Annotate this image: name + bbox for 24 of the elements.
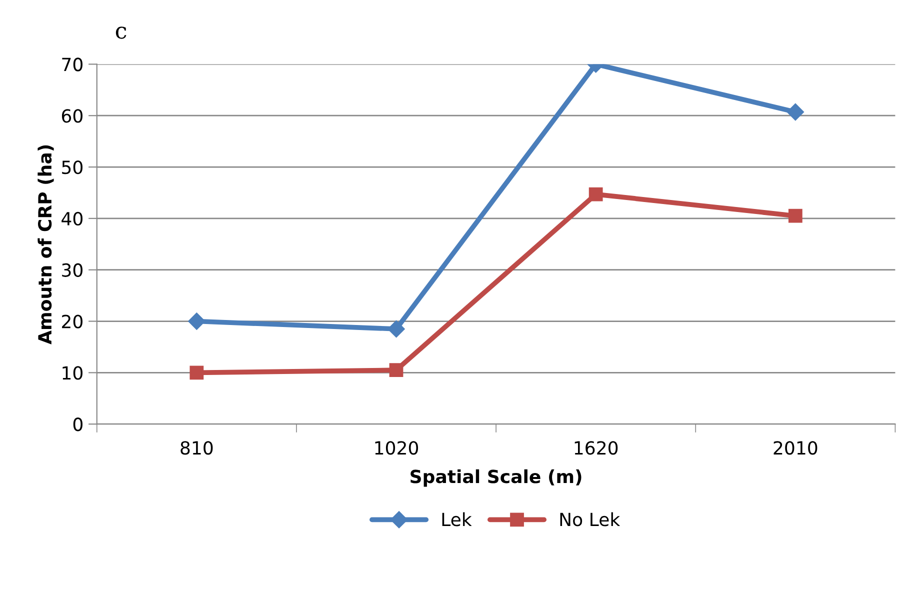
y-tick-label: 60 — [62, 109, 82, 123]
y-tick-label: 10 — [62, 366, 82, 380]
y-tick-label: 40 — [62, 212, 82, 226]
legend-label: No Lek — [560, 512, 620, 526]
x-tick-label: 1620 — [574, 441, 618, 455]
y-tick-label: 0 — [73, 418, 82, 432]
chart-title: c — [116, 26, 126, 39]
point — [786, 103, 804, 121]
point — [588, 187, 603, 202]
y-tick-label: 30 — [62, 263, 82, 277]
y-tick-label: 50 — [62, 160, 82, 174]
point — [190, 366, 204, 380]
point — [389, 363, 404, 378]
y-axis-title: Amoutn of CRP (ha) — [38, 145, 54, 344]
y-tick-label: 20 — [62, 314, 82, 328]
point — [788, 208, 802, 223]
x-tick-label: 810 — [180, 441, 213, 455]
point — [188, 312, 206, 330]
y-tick-label: 70 — [62, 58, 82, 72]
legend-label: Lek — [442, 512, 472, 526]
x-tick-label: 1020 — [375, 441, 418, 455]
point — [388, 320, 405, 338]
x-tick-label: 2010 — [774, 441, 818, 455]
x-axis-title: Spatial Scale (m) — [410, 469, 582, 487]
